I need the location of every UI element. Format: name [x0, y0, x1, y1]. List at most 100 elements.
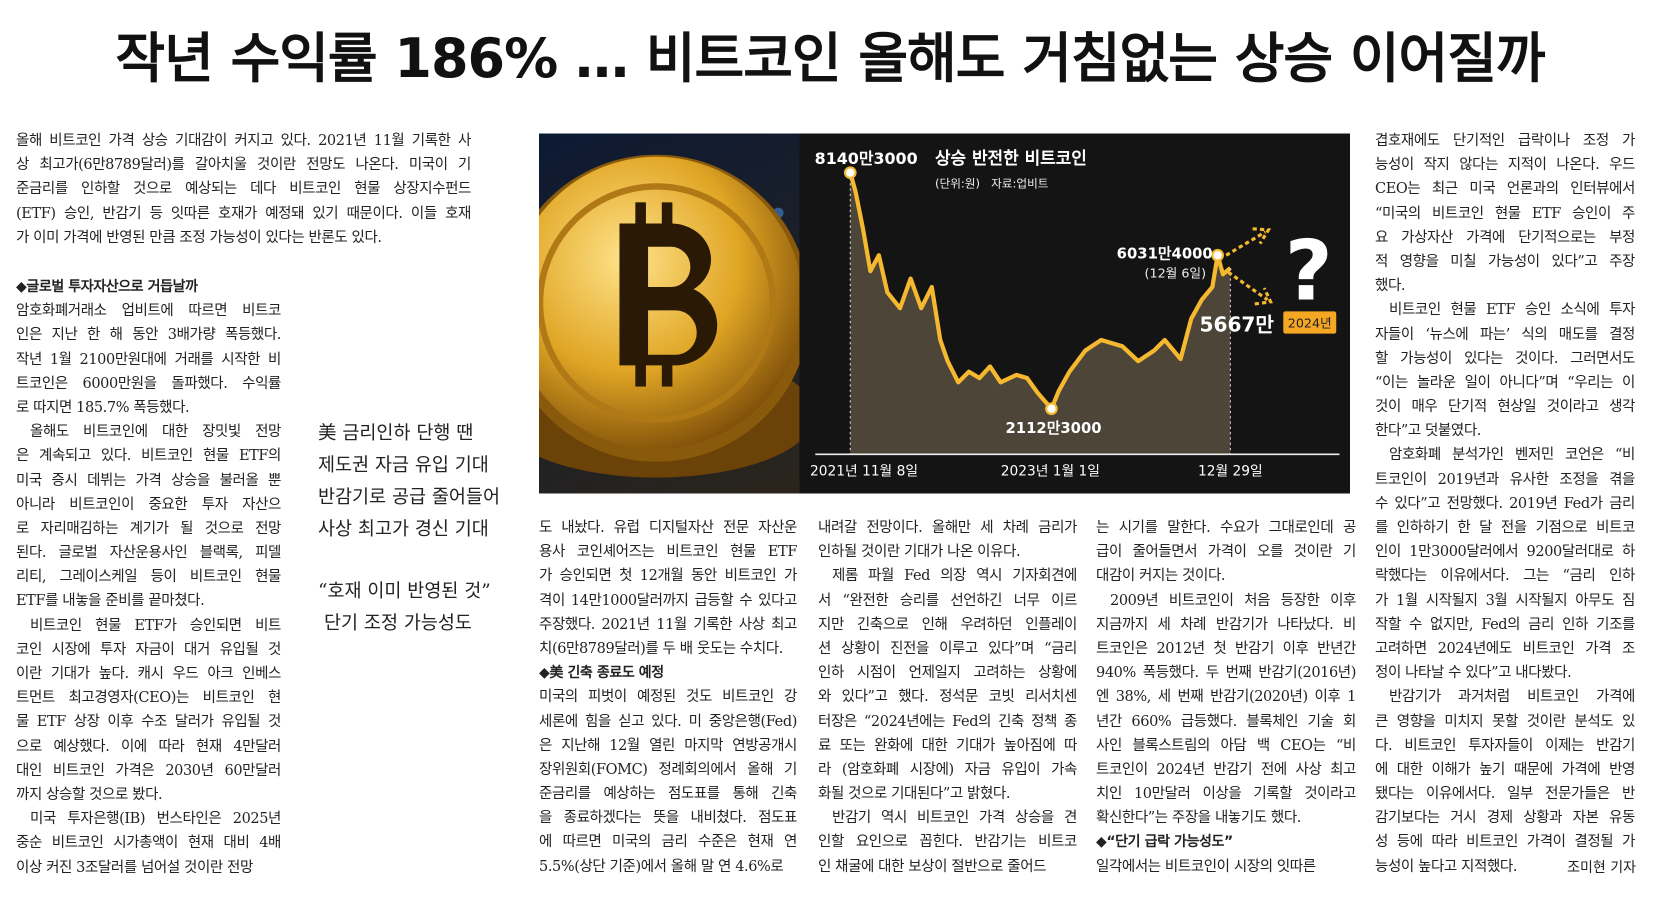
- text-line: 라 (암호화폐 시장에) 자금 유입이 가속: [818, 761, 1077, 778]
- text-line: 로 자리매김하는 계기가 될 것으로 전망: [16, 520, 281, 537]
- text-line: “미국의 비트코인 현물 ETF 승인이 주: [1375, 205, 1635, 222]
- text-line: ETF를 내놓을 준비를 끝마쳤다.: [16, 593, 205, 610]
- arrow: [1225, 227, 1272, 257]
- subheading: ◆美 긴축 종료도 예정: [539, 665, 664, 682]
- point: [843, 166, 857, 180]
- text-line: 자들이 ‘뉴스에 파는’ 식의 매도를 결정: [1375, 326, 1635, 343]
- text-line: 아니라 비트코인이 중요한 투자 자산으: [16, 496, 281, 513]
- pull-quote-line: 美 금리인하 단행 땐: [318, 423, 474, 444]
- text-line: 이상 커진 3조달러를 넘어설 것이란 전망: [16, 859, 253, 876]
- text-line: 사인 블록스트림의 아담 백 CEO는 “비: [1096, 737, 1356, 754]
- text-line: 제롬 파월 Fed 의장 역시 기자회견에: [832, 568, 1077, 585]
- text-line: 코인 시장에 투자 자금이 대거 유입될 것: [16, 641, 281, 658]
- text-line: 된다. 글로벌 자산운용사인 블랙록, 피델: [16, 545, 281, 562]
- text-line: 했다.: [1375, 278, 1406, 295]
- text-line: 가 1월 시작될지 3월 시작될지 아무도 짐: [1375, 592, 1635, 609]
- lead-paragraph: 올해 비트코인 가격 상승 기대감이 커지고 있다. 2021년 11월 기록한…: [16, 129, 471, 250]
- text-line: 에 따르면 미국의 금리 수준은 현재 연: [539, 834, 797, 851]
- text-line: 물 ETF 상장 이후 수조 달러가 유입될 것: [16, 714, 281, 731]
- byline: 조미현 기자: [1567, 860, 1636, 876]
- text-line: 능성이 작지 않다는 지적이 나온다. 우드: [1375, 157, 1635, 174]
- text-line: 트코인이 2024년 반감기 전에 사상 최고: [1096, 761, 1356, 778]
- text-line: 비트코인 현물 ETF 승인 소식에 투자: [1389, 302, 1635, 319]
- text-line: “이는 놀라운 일이 아니다”며 “우리는 이: [1375, 374, 1635, 391]
- subheading: ◆글로벌 투자자산으로 거듭날까: [16, 279, 198, 295]
- point: [1045, 402, 1058, 416]
- text-line: 서 “완전한 승리를 선언하긴 너무 이르: [818, 592, 1077, 609]
- text-line: 적 영향을 미칠 가능성이 있다”고 주장: [1375, 253, 1635, 270]
- text-line: 는 시기를 말한다. 수요가 그대로인데 공: [1096, 520, 1356, 536]
- label: (12월 6일): [1145, 266, 1206, 281]
- text-line: 도 내놨다. 유럽 디지털자산 전문 자산운: [539, 520, 797, 536]
- text-line: 치(6만8789달러)를 두 배 웃도는 수치다.: [539, 640, 783, 657]
- text-line: 급이 줄어들면서 가격이 오를 것이란 기: [1096, 544, 1356, 561]
- label: 2024년: [1288, 315, 1332, 330]
- pull-quote-line: 제도권 자금 유입 기대: [318, 455, 489, 476]
- text-line: 료 또는 완화에 대한 기대가 높아짐에 따: [818, 737, 1077, 754]
- text-line: 은 계속되고 있다. 비트코인 현물 ETF의: [16, 448, 281, 465]
- text-line: 로 따지면 185.7% 폭등했다.: [16, 399, 190, 416]
- text-line: 됐다는 이유에서다. 일부 전문가들은 반: [1375, 786, 1635, 803]
- text-line: 치인 10만달러 이상을 기록할 것이라고: [1096, 786, 1356, 803]
- text-line: 미국 증시 데뷔는 가격 상승을 불러올 뿐: [16, 472, 281, 489]
- text-line: 이란 기대가 높다. 캐시 우드 아크 인베스: [16, 666, 281, 682]
- text-line: 준금리를 예상하는 점도표를 통해 긴축: [539, 786, 797, 803]
- text-line: 인이 1만3000달러에서 9200달러대로 하: [1375, 544, 1635, 561]
- pull-quote-line: 사상 최고가 경신 기대: [318, 519, 489, 540]
- text-line: 상 최고가(6만8789달러)를 갈아치울 것이란 전망도 나온다. 미국이 기: [16, 157, 471, 174]
- text-line: 대인 비트코인 가격은 2030년 60만달러: [16, 762, 281, 779]
- text-line: 미국 투자은행(IB) 번스타인은 2025년: [30, 811, 281, 828]
- headline: 작년 수익률 186% … 비트코인 올해도 거침없는 상승 이어질까: [115, 27, 1545, 90]
- text-line: 2009년 비트코인이 처음 등장한 이후: [1110, 592, 1356, 609]
- label: 8140만3000: [815, 149, 918, 168]
- text-line: 지만 긴축으로 인해 우려하던 인플레이: [818, 616, 1077, 633]
- text-line: 를 인하하기 한 달 전을 기점으로 비트코: [1375, 520, 1635, 536]
- text-line: 인 채굴에 대한 보상이 절반으로 줄어드: [818, 858, 1047, 875]
- point: [1211, 248, 1225, 262]
- text-line: 암호화폐거래소 업비트에 따르면 비트코: [16, 303, 281, 320]
- text-line: 5.5%(상단 기준)에서 올해 말 연 4.6%로: [539, 858, 784, 875]
- arrow: [1227, 270, 1273, 306]
- text-line: 션 상황이 진전을 이루고 있다”며 “금리: [818, 640, 1077, 657]
- label: 2112만3000: [1006, 420, 1102, 437]
- text-line: 와 있다”고 했다. 정석문 코빗 리서치센: [818, 689, 1077, 706]
- text-line: CEO는 최근 미국 언론과의 인터뷰에서: [1375, 181, 1635, 198]
- pull-quote-line: 단기 조정 가능성도: [324, 613, 472, 634]
- price-line: [848, 172, 1232, 411]
- text-line: (ETF) 승인, 반감기 등 잇따른 호재가 예정돼 있기 때문이다. 이들 …: [16, 205, 471, 222]
- text-line: 지금까지 세 차례 반감기가 나타났다. 비: [1096, 616, 1356, 633]
- coin-photo: [539, 154, 800, 478]
- text-line: 인하 시점이 언제일지 고려하는 상황에: [818, 665, 1077, 682]
- text-line: 올해 비트코인 가격 상승 기대감이 커지고 있다. 2021년 11월 기록한…: [16, 133, 471, 149]
- x-label: 2021년 11월 8일: [810, 463, 918, 479]
- text-line: 용사 코인셰어즈는 비트코인 현물 ETF: [539, 544, 797, 561]
- text-line: 터장은 “2024년에는 Fed의 긴축 정책 종: [818, 713, 1077, 730]
- text-line: 고려하면 2024년에도 비트코인 가격 조: [1375, 640, 1635, 657]
- text-line: 트코인은 6000만원을 돌파했다. 수익률: [16, 375, 281, 392]
- text-line: 준금리를 인하할 것으로 예상되는 데다 비트코인 현물 상장지수펀드: [16, 181, 471, 198]
- text-line: 트먼트 최고경영자(CEO)는 비트코인 현: [16, 690, 281, 707]
- text-line: 으로 예상했다. 이에 따라 현재 4만달러: [16, 738, 281, 755]
- badge: [1283, 311, 1337, 334]
- text-line: 940% 폭등했다. 두 번째 반감기(2016년): [1096, 665, 1356, 682]
- text-line: 인하될 것이란 기대가 나온 이유다.: [818, 544, 1021, 561]
- x-label: 12월 29일: [1198, 463, 1263, 479]
- text-line: 가 승인되면 첫 12개월 동안 비트코인 가: [539, 568, 797, 585]
- label: 5667만: [1199, 312, 1274, 336]
- text-line: 에 대한 이해가 높기 때문에 가격에 반영: [1375, 761, 1635, 778]
- text-line: 년간 660% 급등했다. 블록체인 기술 회: [1096, 713, 1356, 730]
- pull-quote-line: “호재 이미 반영된 것”: [318, 581, 491, 602]
- text-line: 큰 영향을 미치지 못할 것이란 분석도 있: [1375, 713, 1635, 730]
- text-line: 화될 것으로 기대된다”고 밝혔다.: [818, 786, 1011, 803]
- text-line: 까지 상승할 것으로 봤다.: [16, 786, 163, 803]
- text-line: 인은 지난 한 해 동안 3배가량 폭등했다.: [16, 327, 281, 344]
- text-line: 격이 14만1000달러까지 급등할 수 있다고: [539, 592, 797, 609]
- text-line: 중순 비트코인 시가총액이 현재 대비 4배: [16, 835, 281, 852]
- text-line: 락했다는 이유에서다. 그는 “금리 인하: [1375, 568, 1635, 585]
- text-line: 수 있다”고 전망했다. 2019년 Fed가 금리: [1375, 495, 1635, 512]
- column: 겹호재에도 단기적인 급락이나 조정 가 능성이 작지 않다는 지적이 나온다. …: [1375, 129, 1635, 879]
- text-line: 작년 1월 2100만원대에 거래를 시작한 비: [16, 351, 281, 368]
- text-line: 가 이미 가격에 반영된 만큼 조정 가능성이 있다는 반론도 있다.: [16, 229, 382, 246]
